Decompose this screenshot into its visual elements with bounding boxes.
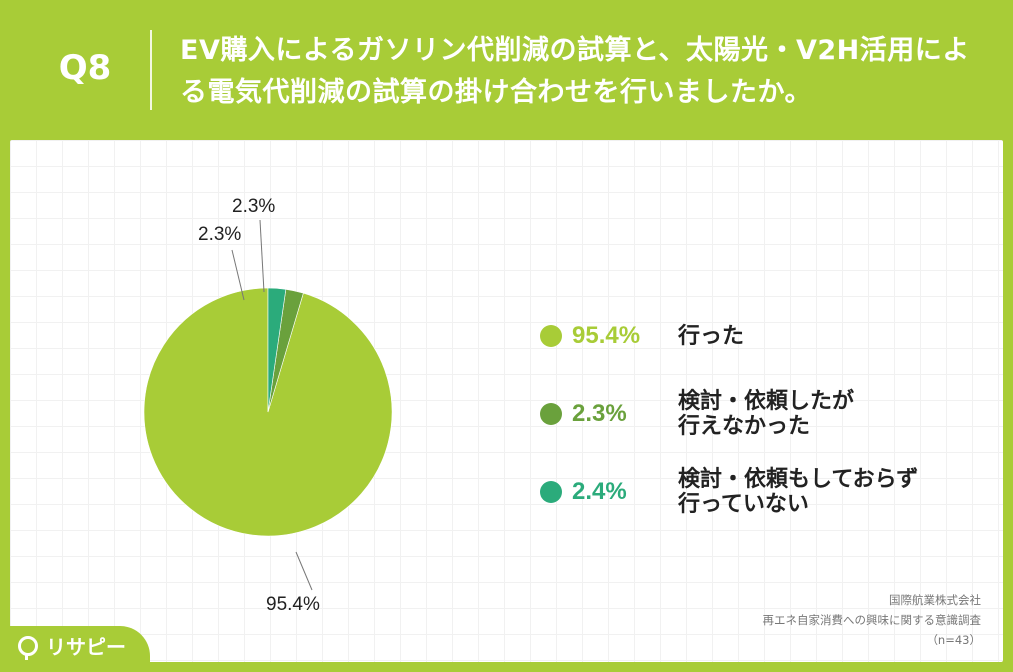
source-company: 国際航業株式会社 bbox=[889, 593, 981, 607]
sample-size: （n=43） bbox=[926, 633, 981, 647]
legend-percent: 2.3% bbox=[572, 400, 627, 427]
legend-item-not-considered: 2.4% 検討・依頼もしておらず 行っていない bbox=[540, 466, 980, 518]
legend-item-done: 95.4% 行った bbox=[540, 310, 980, 362]
legend-percent: 95.4% bbox=[572, 322, 641, 349]
legend: 95.4% 行った 2.3% 検討・依頼したが 行えなかった 2.4% 検討・依… bbox=[540, 310, 980, 544]
source-survey: 再エネ自家消費への興味に関する意識調査 bbox=[762, 613, 982, 627]
question-number: Q8 bbox=[58, 48, 112, 88]
leader-line bbox=[231, 249, 245, 301]
leader-line bbox=[295, 551, 313, 591]
legend-percent: 2.4% bbox=[572, 478, 627, 505]
pie-slice bbox=[267, 287, 287, 413]
legend-dot bbox=[540, 481, 562, 503]
legend-label: 行った bbox=[678, 323, 745, 349]
question-title: EV購入によるガソリン代削減の試算と、太陽光・V2H活用による電気代削減の試算の… bbox=[180, 35, 970, 108]
leader-line bbox=[259, 219, 265, 293]
legend-dot bbox=[540, 325, 562, 347]
slice-label: 2.3% bbox=[232, 196, 275, 217]
source-note: 国際航業株式会社 再エネ自家消費への興味に関する意識調査 （n=43） bbox=[763, 590, 982, 650]
header: Q8 EV購入によるガソリン代削減の試算と、太陽光・V2H活用による電気代削減の… bbox=[0, 0, 1013, 140]
chart-panel: 95.4% 2.3% 2.3% 95.4% 行った 2.3% 検討・依頼したが 行え… bbox=[10, 140, 1003, 662]
legend-item-considered-not-done: 2.3% 検討・依頼したが 行えなかった bbox=[540, 388, 980, 440]
legend-label: 検討・依頼もしておらず 行っていない bbox=[678, 467, 919, 517]
pin-icon bbox=[18, 635, 38, 660]
header-divider bbox=[150, 30, 152, 110]
brand-logo: リサピー bbox=[18, 631, 126, 660]
slice-label: 95.4% bbox=[266, 594, 320, 615]
pie-chart: 95.4% 2.3% 2.3% bbox=[143, 196, 393, 615]
legend-label: 検討・依頼したが 行えなかった bbox=[678, 389, 855, 439]
slice-label: 2.3% bbox=[198, 224, 241, 245]
logo-text: リサピー bbox=[46, 635, 126, 659]
legend-dot bbox=[540, 403, 562, 425]
